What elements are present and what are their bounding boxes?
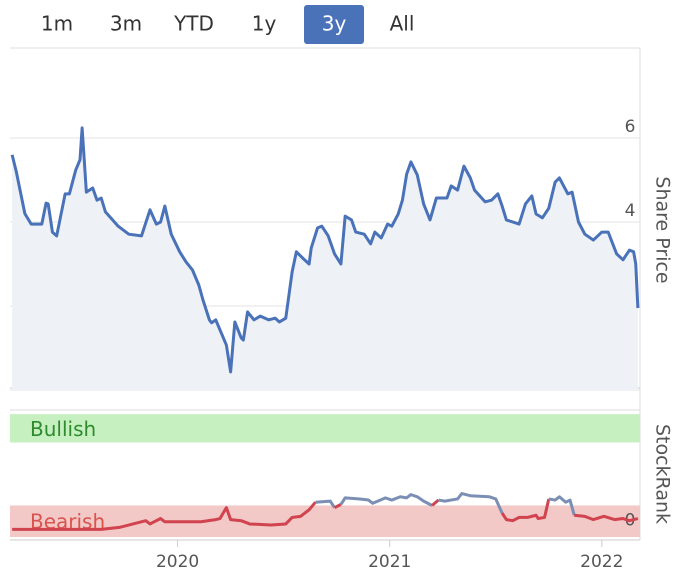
x-tick-label: 2022 — [580, 552, 623, 572]
range-button-selected[interactable] — [304, 5, 364, 44]
rank-line — [548, 495, 576, 516]
y-tick-label: 4 — [625, 201, 636, 221]
rank-line — [574, 513, 639, 523]
rank-line — [12, 501, 317, 531]
y-axis-title: StockRank — [652, 424, 674, 524]
rank-band — [10, 414, 640, 443]
range-button[interactable]: All — [390, 12, 415, 36]
range-button[interactable]: 3y — [322, 12, 347, 36]
rank-line — [431, 498, 440, 507]
range-button[interactable]: 3m — [110, 12, 142, 36]
range-button[interactable]: 1y — [252, 12, 277, 36]
band-label: Bullish — [30, 417, 96, 441]
x-tick-label: 2020 — [156, 552, 199, 572]
rank-line — [500, 498, 551, 523]
range-button[interactable]: YTD — [173, 12, 214, 36]
rank-band — [10, 505, 640, 537]
rank-line — [438, 492, 504, 514]
rank-line — [333, 503, 342, 509]
x-tick-label: 2021 — [368, 552, 411, 572]
range-button[interactable]: 1m — [41, 12, 73, 36]
price-area — [12, 127, 638, 391]
y-axis-title: Share Price — [652, 176, 674, 283]
rank-line — [339, 493, 433, 507]
rank-line — [315, 499, 336, 509]
price-line — [10, 126, 640, 374]
y-tick-label: 6 — [625, 117, 636, 137]
